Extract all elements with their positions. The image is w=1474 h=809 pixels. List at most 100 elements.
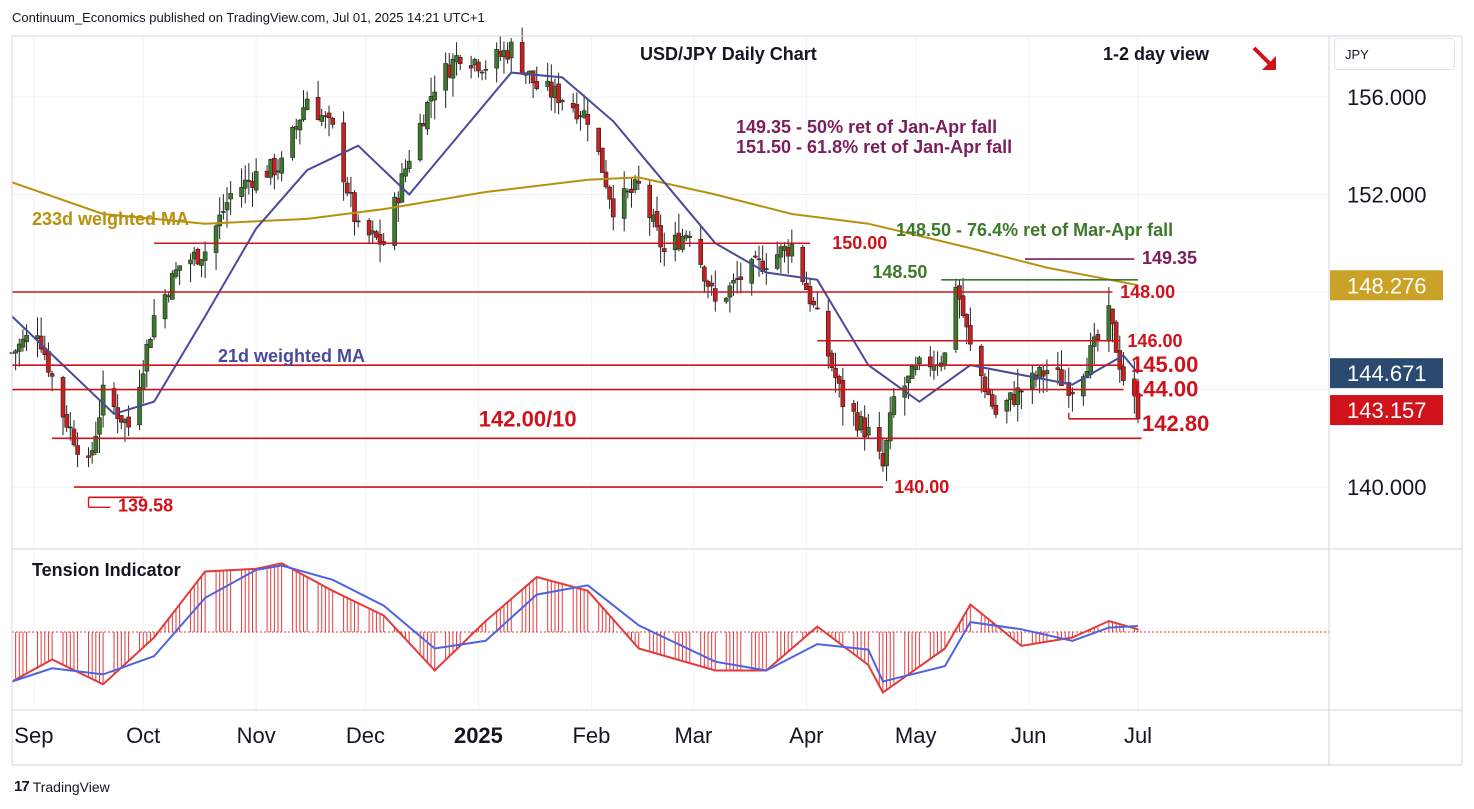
level-label-14850: 148.50 [872, 262, 927, 282]
candle-body [629, 188, 634, 193]
candle-body [71, 428, 77, 446]
candle-body [111, 388, 117, 408]
chart-title: USD/JPY Daily Chart [640, 44, 817, 64]
candle-body [1004, 400, 1010, 412]
candle-body [508, 41, 514, 59]
candle-body [24, 334, 29, 342]
candle-body [297, 119, 303, 131]
level-label-14000: 140.00 [894, 477, 949, 497]
tradingview-logo[interactable]: 17 TradingView [14, 778, 110, 795]
candle-body [585, 114, 591, 125]
candle-body [479, 71, 485, 74]
candle-body [202, 251, 208, 261]
time-label: Jun [1011, 723, 1046, 748]
candle-body [417, 122, 423, 161]
level-label-14600: 146.00 [1127, 331, 1182, 351]
ma-233-line [11, 176, 1139, 287]
price-tick-label: 140.000 [1347, 475, 1427, 500]
candle-body [494, 49, 499, 69]
candle-body [301, 107, 306, 121]
view-label: 1-2 day view [1103, 44, 1210, 64]
candle-body [610, 198, 616, 218]
price-tag [1330, 358, 1443, 389]
candle-body [658, 225, 663, 248]
candle-body [213, 225, 219, 253]
candle-body [632, 179, 638, 191]
candle-body [887, 412, 893, 442]
candle-body [148, 339, 153, 348]
level-label-14500: 145.00 [1131, 352, 1198, 377]
candle-body [239, 187, 244, 197]
candle-body [20, 338, 26, 348]
candle-body [764, 268, 769, 270]
candle-body [647, 184, 653, 219]
candle-body [960, 295, 966, 316]
candle-body [326, 112, 332, 119]
candle-body [392, 196, 397, 246]
candle-body [119, 415, 124, 423]
candle-body [13, 350, 18, 354]
candle-body [432, 91, 438, 101]
time-label: Apr [789, 723, 823, 748]
candle-body [483, 69, 489, 71]
candle-body [709, 282, 714, 287]
candle-body [86, 455, 91, 458]
candle-body [891, 396, 897, 415]
support-resistance-levels [12, 242, 1142, 508]
candle-body [909, 365, 915, 379]
candle-body [979, 345, 984, 377]
candle-body [811, 300, 816, 306]
candle-body [825, 310, 831, 357]
candle-body [906, 375, 911, 384]
moving-averages [11, 71, 1139, 416]
candle-body [468, 65, 474, 69]
candle-body [100, 384, 106, 416]
candle-body [953, 286, 959, 350]
candle-body [46, 350, 51, 373]
tradingview-logo-mark: 17 [14, 778, 30, 795]
candle-body [75, 445, 80, 455]
chart-texts: 150.00 149.35 148.50 148.00 146.00145.00144.… [32, 44, 1276, 580]
time-label: 2025 [454, 723, 503, 748]
candle-body [927, 356, 933, 368]
annotation-50pct: 149.35 - 50% ret of Jan-Apr fall [736, 117, 997, 137]
candle-body [1110, 308, 1115, 325]
candle-body [964, 314, 970, 328]
candle-body [352, 192, 357, 222]
level-label-14800: 148.00 [1120, 282, 1175, 302]
candle-body [144, 343, 150, 372]
candle-body [246, 180, 252, 182]
candle-body [1081, 376, 1086, 397]
candle-body [476, 61, 481, 72]
candle-body [89, 450, 95, 456]
tension-indicator-panel [11, 562, 1329, 694]
candle-body [1030, 372, 1035, 389]
level-label-1420010: 142.00/10 [479, 406, 577, 431]
candle-body [836, 376, 842, 384]
annotation-764pct: 148.50 - 76.4% ret of Mar-Apr fall [896, 220, 1173, 240]
candle-body [982, 376, 988, 393]
candle-body [1070, 391, 1075, 395]
candle-body [1095, 334, 1101, 341]
candle-body [534, 81, 540, 90]
candle-body [778, 246, 784, 258]
candle-body [344, 182, 350, 194]
time-label: Dec [346, 723, 385, 748]
candle-body [749, 259, 755, 284]
candle-body [931, 365, 937, 371]
candle-body [253, 171, 259, 191]
time-label: Oct [126, 723, 160, 748]
candle-body [760, 260, 765, 272]
time-label: Feb [572, 723, 610, 748]
price-tag [1330, 270, 1443, 301]
candle-body [224, 202, 230, 211]
candle-body [1091, 336, 1097, 347]
candle-body [64, 414, 69, 428]
tradingview-logo-text: TradingView [32, 778, 110, 795]
currency-selector[interactable]: JPY [1334, 38, 1455, 70]
candle-body [173, 269, 179, 277]
candle-body [425, 102, 430, 130]
candle-body [1113, 321, 1119, 353]
candle-body [49, 373, 55, 377]
candle-body [600, 147, 605, 173]
